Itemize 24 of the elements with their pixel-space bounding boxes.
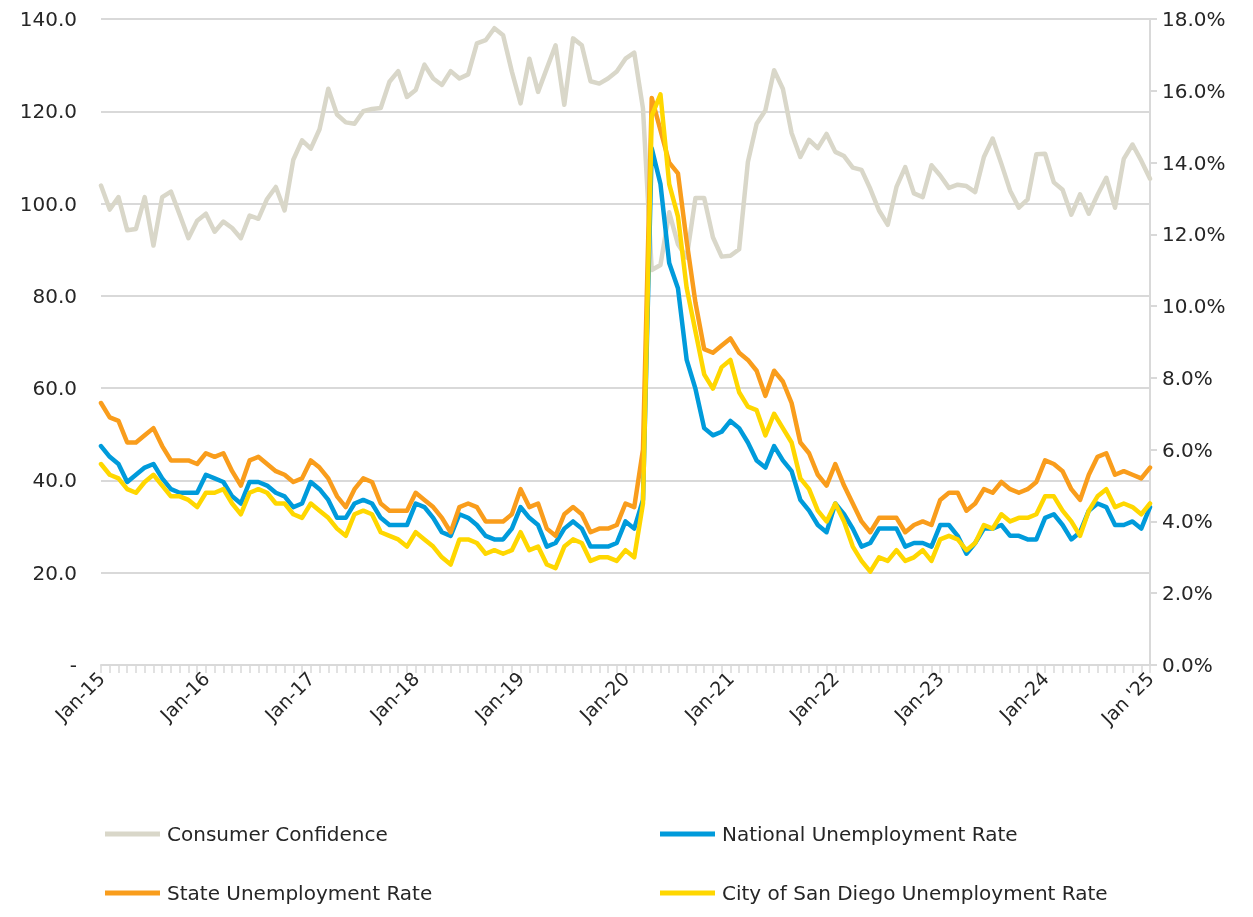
y2-tick-label: 18.0%	[1162, 7, 1226, 31]
legend-label: Consumer Confidence	[167, 822, 388, 846]
y-tick-label: 80.0	[32, 283, 77, 308]
y2-tick-label: 12.0%	[1162, 222, 1226, 247]
y2-tick-label: 0.0%	[1162, 653, 1213, 677]
y2-tick-label: 16.0%	[1162, 78, 1226, 103]
line-series	[98, 25, 1153, 273]
legend-label: National Unemployment Rate	[722, 822, 1018, 846]
y2-tick-label: 10.0%	[1162, 294, 1226, 319]
y2-tick-label: 14.0%	[1162, 150, 1226, 175]
legend-label: State Unemployment Rate	[167, 881, 433, 905]
x-tick-label: Jan '25	[1095, 667, 1158, 730]
y-tick-label: 40.0	[32, 468, 77, 493]
y2-tick-label: 6.0%	[1162, 437, 1213, 462]
y-tick-label: 20.0	[32, 560, 77, 585]
y2-tick-label: 4.0%	[1162, 509, 1213, 534]
y-tick-label: 60.0	[32, 376, 77, 401]
y-tick-label: 140.0	[19, 7, 77, 31]
y2-tick-label: 2.0%	[1162, 581, 1213, 606]
legend-label: City of San Diego Unemployment Rate	[722, 881, 1108, 905]
y-tick-label: 100.0	[19, 191, 77, 216]
y-tick-label: 120.0	[19, 99, 77, 124]
y2-tick-label: 8.0%	[1162, 365, 1213, 390]
y-tick-label: -	[69, 653, 77, 677]
